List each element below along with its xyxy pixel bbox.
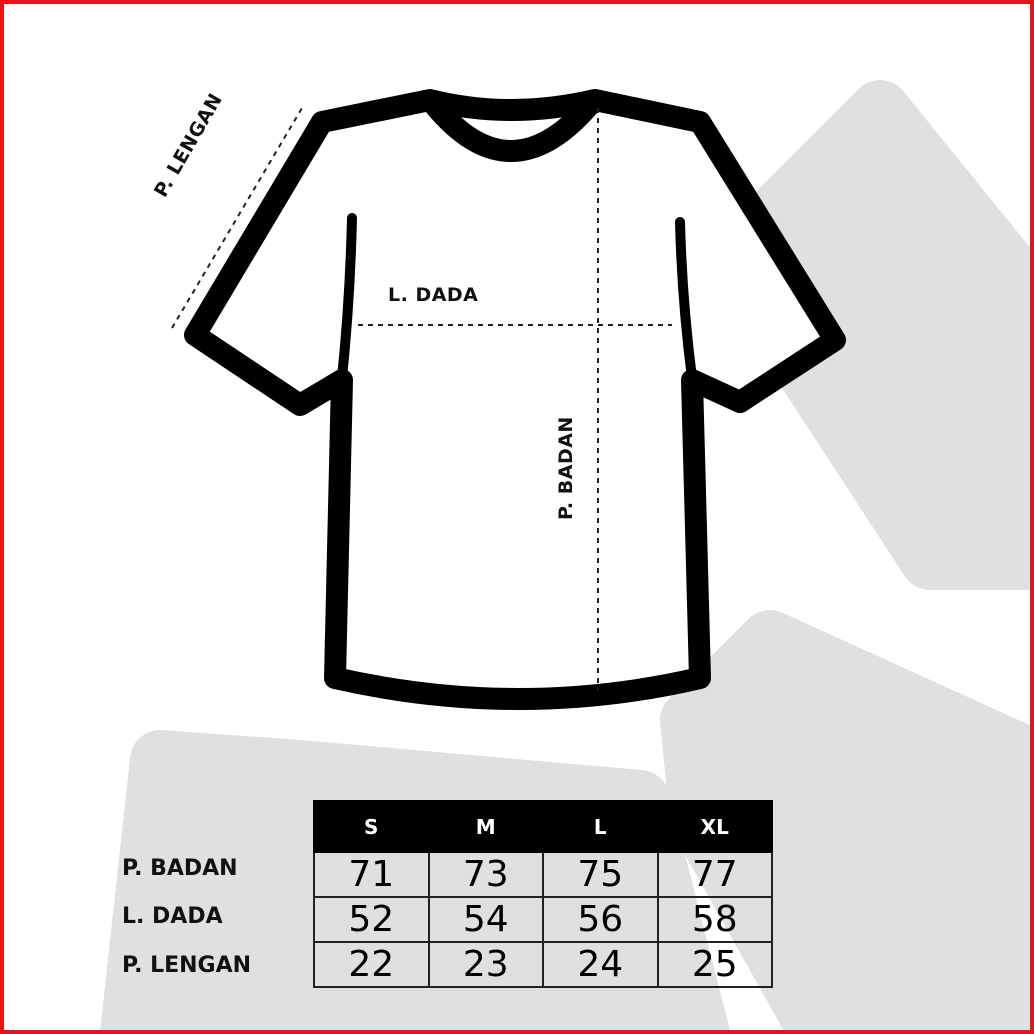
table-row: 22 23 24 25	[313, 941, 773, 988]
body-length-label: P. BADAN	[555, 416, 577, 520]
sleeve-length-line	[171, 107, 303, 329]
size-header: L	[542, 800, 659, 853]
size-header: S	[313, 800, 430, 853]
table-cell: 23	[427, 941, 544, 988]
table-cell: 58	[656, 896, 773, 943]
tshirt-outline	[184, 89, 846, 710]
size-table: S M L XL 71 73 75 77 52 54 56 58 22 23 2…	[313, 800, 773, 988]
table-row: 71 73 75 77	[313, 851, 773, 898]
table-cell: 75	[542, 851, 659, 898]
table-cell: 77	[656, 851, 773, 898]
table-cell: 71	[313, 851, 430, 898]
chest-width-label: L. DADA	[388, 284, 479, 306]
table-cell: 24	[542, 941, 659, 988]
size-header: M	[427, 800, 544, 853]
table-cell: 56	[542, 896, 659, 943]
row-label: P. LENGAN	[122, 953, 252, 978]
size-header-row: S M L XL	[313, 800, 773, 853]
table-cell: 22	[313, 941, 430, 988]
row-label: P. BADAN	[122, 856, 238, 881]
size-header: XL	[656, 800, 773, 853]
table-cell: 52	[313, 896, 430, 943]
row-label: L. DADA	[122, 904, 223, 929]
table-cell: 54	[427, 896, 544, 943]
table-row: 52 54 56 58	[313, 896, 773, 943]
table-cell: 73	[427, 851, 544, 898]
table-cell: 25	[656, 941, 773, 988]
measure-lines	[171, 107, 672, 690]
